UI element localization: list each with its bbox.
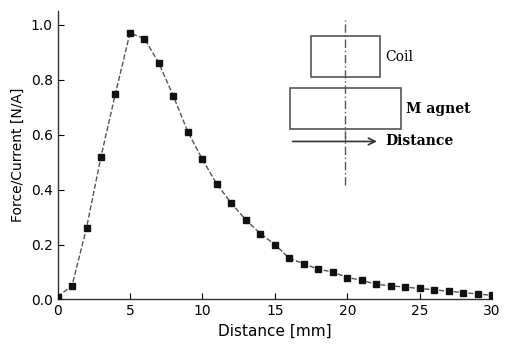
X-axis label: Distance [mm]: Distance [mm]	[218, 324, 332, 339]
Y-axis label: Force/Current [N/A]: Force/Current [N/A]	[11, 88, 25, 223]
